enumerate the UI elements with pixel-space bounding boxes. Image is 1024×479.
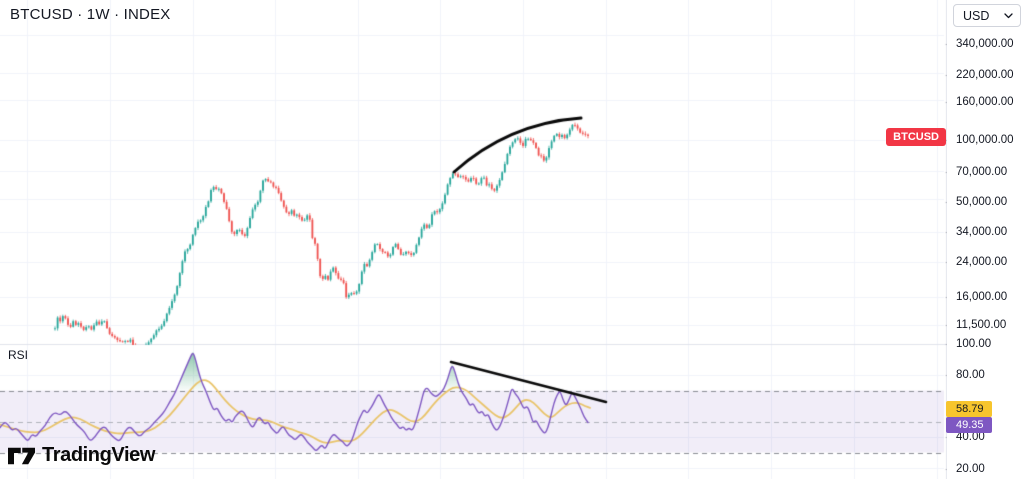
axis-label: 80.00 — [956, 369, 985, 381]
price-axis[interactable]: 340,000.00 220,000.00 160,000.00 100,000.00… — [947, 0, 1024, 479]
axis-label: 20.00 — [956, 463, 985, 475]
tradingview-logo[interactable]: TradingView — [8, 444, 155, 467]
tradingview-logo-icon — [8, 447, 35, 464]
axis-label: 100,000.00 — [956, 134, 1014, 146]
chevron-down-icon — [1004, 12, 1013, 18]
axis-label: 100.00 — [956, 338, 992, 350]
axis-label: 24,000.00 — [956, 256, 1008, 268]
tradingview-logo-text: TradingView — [42, 444, 156, 466]
axis-label: 16,000.00 — [956, 291, 1008, 303]
symbol-price-badge: BTCUSD — [886, 128, 946, 146]
currency-selector-value: USD — [963, 8, 990, 23]
axis-label: 220,000.00 — [956, 69, 1014, 81]
axis-label: 70,000.00 — [956, 166, 1008, 178]
currency-selector[interactable]: USD — [953, 4, 1021, 27]
rsi-indicator-label[interactable]: RSI — [8, 348, 29, 362]
axis-label: 11,500.00 — [956, 319, 1007, 331]
axis-label: 50,000.00 — [956, 196, 1008, 208]
axis-label: 160,000.00 — [956, 96, 1014, 108]
axis-label: 34,000.00 — [956, 226, 1008, 238]
axis-label: 40.00 — [956, 431, 985, 443]
symbol-title[interactable]: BTCUSD · 1W · INDEX — [10, 6, 171, 23]
axis-label: 340,000.00 — [956, 38, 1014, 50]
rsi-value-badge: 49.35 — [946, 417, 992, 433]
rsi-ma-value-badge: 58.79 — [946, 401, 992, 417]
